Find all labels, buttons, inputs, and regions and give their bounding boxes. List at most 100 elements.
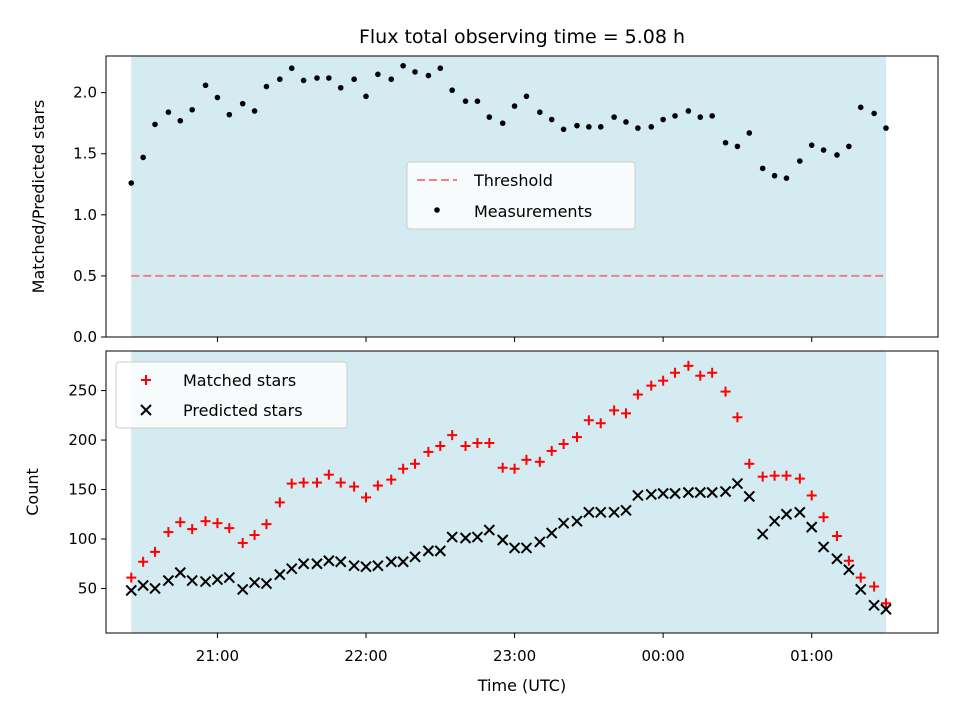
matched-star-point: [286, 478, 297, 489]
predicted-star-point: [186, 574, 198, 587]
matched-star-point: [224, 523, 235, 534]
top-legend: Threshold Measurements: [406, 161, 636, 230]
matched-star-point: [806, 490, 817, 501]
bottom-y-ticks: 50 100 150 200 250: [68, 382, 106, 597]
predicted-star-point: [248, 576, 261, 589]
matched-star-point: [646, 380, 657, 391]
matched-star-point: [484, 438, 495, 449]
top-y-tick-label: 0.0: [73, 328, 97, 346]
matched-star-point: [546, 445, 557, 456]
x-axis-label: Time (UTC): [477, 676, 566, 695]
predicted-star-point: [780, 508, 793, 520]
predicted-star-point: [657, 487, 669, 500]
measurement-point: [574, 122, 580, 129]
measurements-series: [128, 62, 889, 186]
measurement-point: [808, 142, 815, 148]
matched-star-point: [521, 454, 532, 465]
matched-star-point: [335, 477, 346, 488]
top-y-axis-label: Matched/Predicted stars: [29, 100, 48, 294]
x-tick-label: 01:00: [790, 647, 833, 665]
predicted-star-point: [496, 534, 509, 546]
matched-star-point: [658, 375, 669, 386]
bottom-panel: 50 100 150 200 250 21:00 22:00 23:00 00:00 01:00…: [23, 350, 939, 695]
bottom-y-tick-label: 250: [68, 382, 97, 400]
x-tick-label: 00:00: [642, 647, 685, 665]
measurement-point: [152, 121, 158, 128]
predicted-star-point: [743, 490, 756, 503]
matched-star-point: [831, 531, 842, 542]
matched-star-point: [386, 474, 397, 485]
measurement-point: [771, 172, 778, 179]
matched-star-point: [435, 440, 446, 451]
top-y-tick-label: 0.5: [73, 267, 97, 285]
bottom-legend: Matched stars Predicted stars: [115, 361, 348, 429]
matched-star-point: [212, 518, 223, 529]
matched-star-point: [274, 497, 285, 508]
matched-star-point: [298, 477, 309, 488]
predicted-star-point: [608, 506, 620, 518]
predicted-star-point: [236, 583, 249, 596]
measurement-point: [288, 65, 295, 72]
predicted-star-point: [446, 531, 458, 543]
measurement-point: [165, 109, 172, 115]
measurement-point: [177, 117, 184, 124]
measurement-point: [560, 126, 567, 133]
predicted-star-point: [335, 556, 347, 568]
measurement-point: [202, 82, 209, 89]
matched-star-point: [757, 471, 768, 482]
predicted-star-point: [880, 603, 892, 615]
measurement-point: [548, 116, 555, 123]
measurement-point: [537, 109, 543, 115]
legend-matched-swatch: [141, 375, 151, 385]
matched-star-point: [632, 389, 643, 400]
predicted-star-point: [260, 577, 273, 590]
matched-star-point: [237, 537, 248, 548]
measurement-point: [834, 152, 840, 158]
top-panel: 0.0 0.5 1.0 1.5 2.0 Flux total observing tim…: [29, 26, 939, 346]
matched-star-point: [621, 408, 631, 419]
measurement-point: [611, 114, 617, 120]
predicted-star-point: [323, 555, 335, 567]
predicted-star-point: [199, 575, 212, 588]
measurement-point: [251, 108, 258, 114]
measurement-point: [363, 93, 369, 100]
measurement-point: [375, 71, 381, 78]
legend-threshold-label: Threshold: [473, 171, 553, 190]
top-y-tick-label: 1.0: [73, 206, 97, 224]
top-y-tick-label: 2.0: [73, 84, 97, 102]
predicted-star-point: [508, 542, 521, 554]
predicted-star-point: [422, 545, 435, 557]
matched-star-point: [323, 469, 334, 480]
matched-star-point: [609, 405, 620, 416]
predicted-star-point: [223, 571, 236, 584]
measurement-point: [214, 94, 221, 101]
legend-measurements-label: Measurements: [474, 202, 592, 221]
predicted-star-point: [731, 477, 744, 490]
chart-title: Flux total observing time = 5.08 h: [359, 26, 685, 48]
matched-star-point: [447, 430, 458, 441]
predicted-star-point: [211, 573, 224, 586]
x-tick-label: 22:00: [344, 647, 387, 665]
x-tick-label: 21:00: [196, 647, 239, 665]
predicted-star-point: [632, 489, 644, 502]
matched-star-point: [558, 439, 569, 450]
x-tick-label: 23:00: [493, 647, 536, 665]
predicted-star-point: [471, 531, 484, 543]
legend-predicted-swatch: [140, 404, 152, 416]
matched-star-point: [126, 572, 137, 583]
measurement-point: [883, 125, 889, 131]
predicted-star-point: [534, 536, 546, 548]
measurement-point: [277, 76, 283, 83]
measurement-point: [499, 120, 506, 126]
predicted-star-point: [583, 506, 595, 518]
matched-star-point: [509, 463, 520, 474]
matched-star-point: [744, 458, 755, 469]
matched-star-point: [361, 492, 371, 503]
predicted-star-point: [843, 563, 855, 576]
matched-star-point: [200, 516, 211, 527]
measurement-point: [635, 125, 641, 131]
measurement-point: [597, 124, 604, 130]
measurement-point: [871, 110, 877, 117]
predicted-star-point: [434, 545, 446, 557]
